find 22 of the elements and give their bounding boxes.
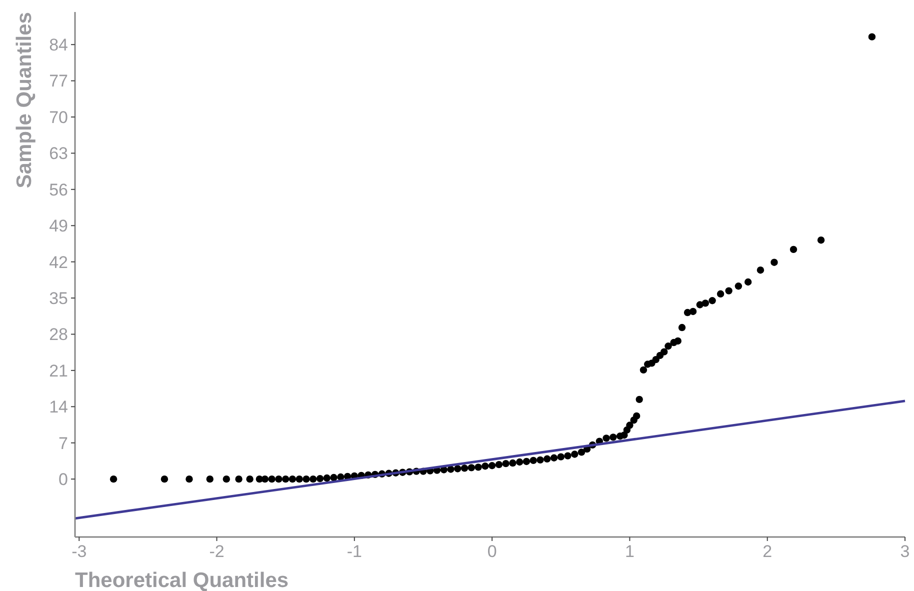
- y-tick-label: 42: [49, 252, 68, 272]
- y-tick-label: 63: [49, 144, 68, 164]
- y-tick-label: 77: [49, 72, 68, 91]
- y-tick-label: 14: [49, 398, 68, 417]
- x-tick-label: 1: [624, 542, 634, 561]
- x-tick-label: -1: [346, 542, 362, 561]
- y-tick-label: 0: [58, 470, 68, 490]
- y-tick-label: 35: [49, 288, 68, 308]
- y-tick-label: 84: [49, 36, 68, 55]
- x-tick-label: 3: [900, 542, 910, 561]
- x-tick-label: 0: [487, 542, 497, 561]
- y-tick-label: 70: [49, 108, 68, 127]
- x-tick-label: 2: [762, 542, 772, 561]
- y-tick-label: 21: [49, 361, 68, 380]
- y-axis-title: Sample Quantiles: [13, 12, 36, 188]
- x-axis-title: Theoretical Quantiles: [75, 569, 289, 591]
- y-tick-label: 49: [49, 216, 68, 236]
- y-tick-label: 28: [49, 325, 68, 344]
- x-tick-label: -3: [72, 542, 87, 561]
- y-tick-label: 7: [58, 434, 68, 453]
- y-tick-label: 56: [49, 180, 68, 200]
- x-tick-label: -2: [209, 542, 224, 561]
